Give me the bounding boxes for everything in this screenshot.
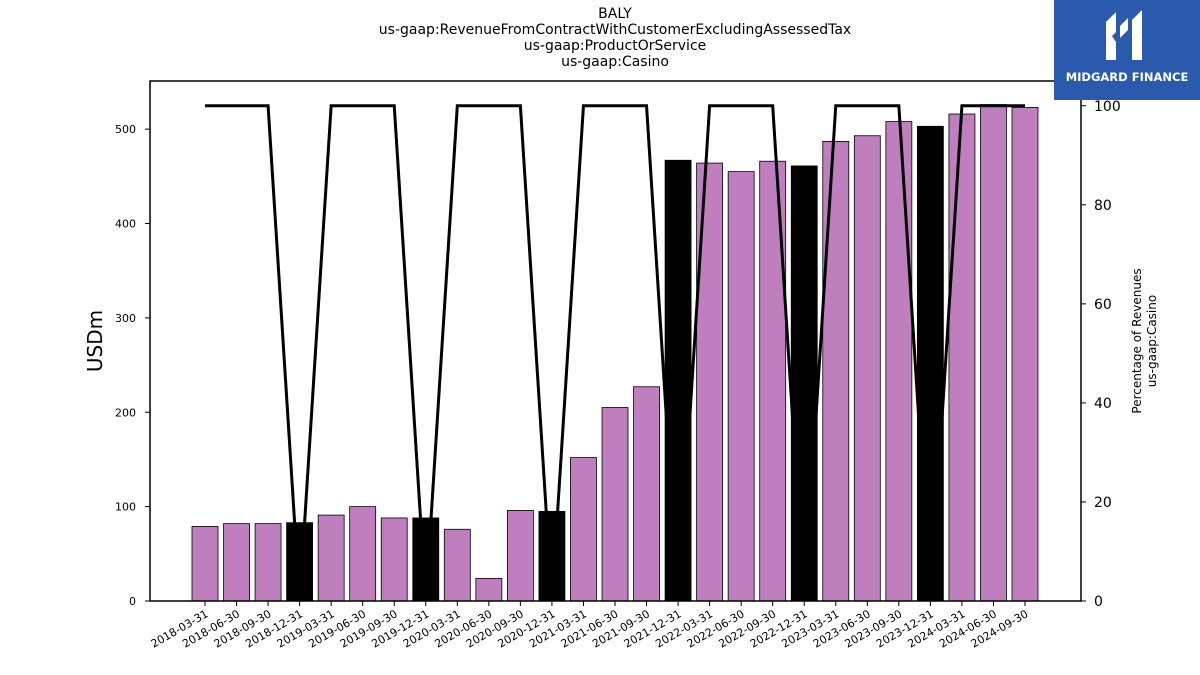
- bar: [349, 506, 377, 602]
- bar: [475, 577, 503, 602]
- midgard-logo-icon: [1106, 10, 1142, 60]
- y-tick-label: 200: [115, 406, 136, 419]
- y-right-tick-label: 40: [1094, 396, 1112, 412]
- bar: [254, 523, 282, 602]
- bar: [317, 514, 345, 602]
- bars-group: [191, 104, 1039, 602]
- y-tick-label: 0: [129, 595, 136, 608]
- bar: [664, 159, 692, 602]
- y-axis-right-label-line-2: us-gaap:Casino: [1145, 295, 1159, 387]
- y-right-tick-label: 60: [1094, 297, 1112, 313]
- bar: [790, 165, 818, 602]
- bar: [443, 528, 471, 602]
- bar: [948, 113, 976, 602]
- bar: [506, 510, 534, 602]
- bar: [380, 517, 408, 602]
- bar: [853, 135, 881, 602]
- title-line-2: us-gaap:RevenueFromContractWithCustomerE…: [378, 22, 852, 38]
- bar: [727, 171, 755, 602]
- bar: [916, 125, 944, 602]
- y-right-tick-label: 80: [1094, 198, 1112, 214]
- series-line: [205, 104, 1025, 602]
- y-tick-label: 400: [115, 218, 136, 231]
- bar: [822, 140, 850, 602]
- bar: [633, 386, 660, 602]
- bar: [885, 121, 913, 602]
- bar: [570, 457, 597, 602]
- y-tick-label: 500: [115, 123, 136, 136]
- y-right-tick-label: 100: [1094, 99, 1121, 115]
- logo-text: MIDGARD FINANCE: [1065, 70, 1189, 84]
- title-line-4: us-gaap:Casino: [561, 54, 669, 70]
- y-tick-label: 300: [115, 312, 136, 325]
- y-axis-label: USDm: [83, 310, 107, 372]
- y-tick-label: 100: [115, 501, 136, 514]
- percentage-line-group: [205, 104, 1025, 602]
- title-line-3: us-gaap:ProductOrService: [523, 38, 707, 54]
- bar: [1011, 107, 1039, 602]
- bar: [980, 104, 1007, 602]
- bar: [223, 523, 250, 602]
- y-right-tick-label: 0: [1094, 594, 1103, 610]
- brand-logo: MIDGARD FINANCE: [1054, 0, 1200, 100]
- bar: [601, 407, 629, 602]
- y-axis-right-label-line-1: Percentage of Revenues: [1130, 268, 1144, 413]
- y-right-tick-label: 20: [1094, 495, 1112, 511]
- bar: [191, 526, 219, 602]
- chart-title: BALY us-gaap:RevenueFromContractWithCust…: [0, 6, 1200, 70]
- title-line-1: BALY: [598, 6, 632, 22]
